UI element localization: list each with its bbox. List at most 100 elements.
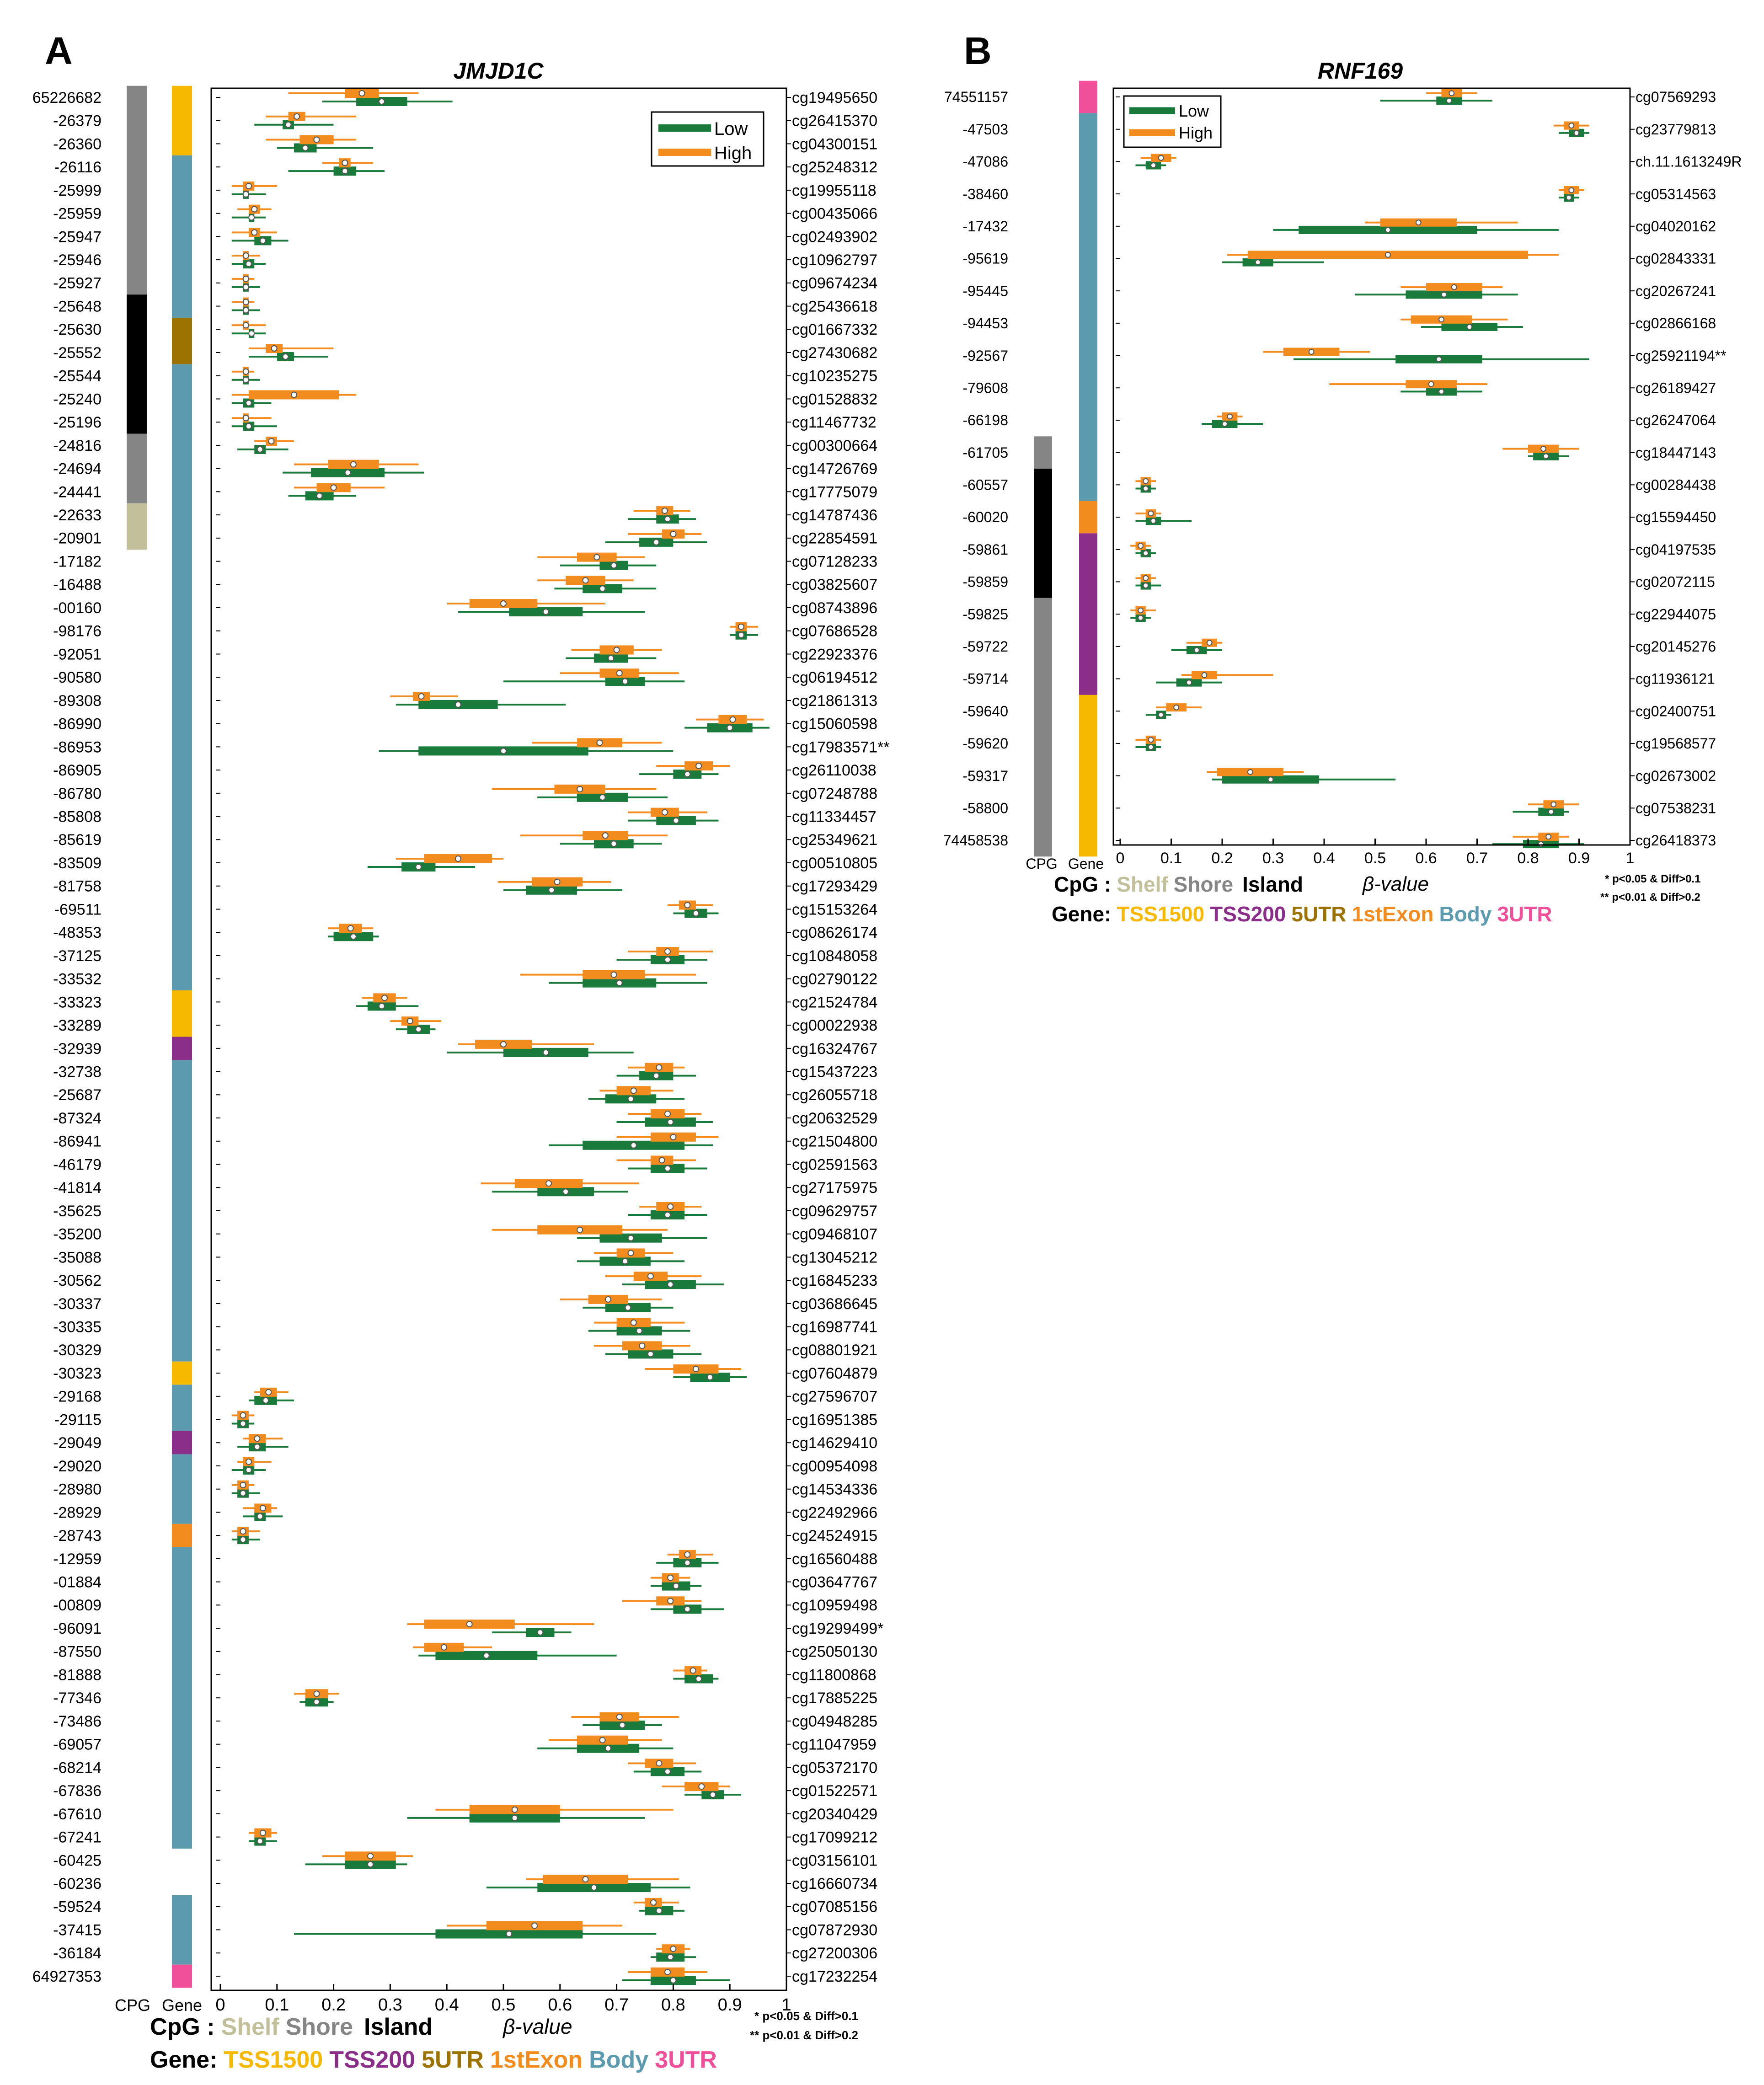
b-probe-row: -59640 cg02400751	[962, 703, 1716, 719]
b-low-median	[1384, 227, 1391, 233]
a-probe-row: -30329 cg08801921	[53, 1341, 877, 1359]
b-high-median	[1138, 607, 1144, 614]
a-x-tick-label: 0.8	[661, 1995, 685, 2015]
a-low-median	[242, 307, 249, 314]
a-probe-row: -36184 cg27200306	[53, 1944, 877, 1962]
a-low-median	[245, 261, 252, 267]
a-low-median	[599, 585, 606, 592]
legend-b-low-label: Low	[1179, 102, 1209, 120]
b-probe-row: -92567 cg25921194**	[962, 348, 1726, 364]
b-high-median	[1148, 737, 1154, 743]
b-probe-position: -59317	[962, 768, 1008, 784]
a-probe-position: -85808	[53, 808, 102, 825]
a-probe-id: cg10848058	[792, 947, 877, 965]
a-x-tick-label: 0.5	[492, 1995, 516, 2015]
b-high-median	[1173, 704, 1180, 711]
a-probe-row: -33289 cg00022938	[53, 1016, 877, 1034]
b-low-median	[1158, 711, 1164, 718]
a-probe-id: cg17099212	[792, 1829, 877, 1846]
a-probe-position: 64927353	[32, 1968, 102, 1985]
a-low-median	[727, 724, 733, 731]
a-low-median	[511, 1814, 518, 1821]
a-probe-position: -25630	[53, 321, 102, 338]
a-probe-position: -37125	[53, 947, 102, 965]
b-probe-id: cg26189427	[1636, 380, 1716, 396]
a-probe-row: -67836 cg01522571	[53, 1782, 877, 1800]
a-probe-id: cg09629757	[792, 1203, 877, 1220]
a-low-median	[302, 144, 309, 151]
a-high-median	[690, 1667, 696, 1674]
b-probe-position: -59825	[962, 606, 1008, 622]
a-low-median	[240, 1536, 246, 1543]
a-probe-id: cg21524784	[792, 994, 877, 1011]
a-probe-id: cg15437223	[792, 1063, 877, 1080]
a-high-median	[240, 1412, 246, 1419]
b-probe-id: ch.11.1613249R	[1636, 154, 1742, 170]
a-probe-row: -69511 cg15153264	[54, 900, 877, 918]
a-probe-row: -81758 cg17293429	[53, 877, 877, 895]
b-cpg-track-island	[1034, 469, 1052, 598]
a-gene-track-utr3	[172, 1964, 192, 1988]
a-high-median	[240, 1528, 246, 1535]
a-low-median	[245, 400, 252, 406]
a-low-median	[653, 1072, 660, 1079]
a-probe-position: -16488	[53, 576, 102, 593]
a-probe-row: -35625 cg09629757	[53, 1202, 877, 1220]
b-low-median	[1138, 615, 1144, 621]
a-high-median	[350, 461, 357, 468]
b-probe-id: cg02400751	[1636, 703, 1716, 719]
a-probe-row: -60236 cg16660734	[53, 1875, 877, 1893]
b-low-median	[1573, 130, 1580, 136]
b-high-median	[1568, 123, 1575, 128]
b-probe-position: -59861	[962, 541, 1008, 558]
a-low-median	[367, 1861, 374, 1868]
a-high-median	[616, 1713, 623, 1720]
a-probe-id: cg25248312	[792, 159, 877, 176]
b-probe-id: cg04197535	[1636, 541, 1716, 558]
a-high-median	[342, 160, 348, 166]
a-probe-position: -30329	[53, 1342, 102, 1359]
a-high-median	[418, 693, 425, 700]
b-probe-id: cg00284438	[1636, 477, 1716, 493]
a-probe-id: cg07686528	[792, 623, 877, 640]
a-low-median	[562, 1188, 569, 1195]
b-probe-id: cg04020162	[1636, 218, 1716, 235]
a-probe-position: -86990	[53, 716, 102, 733]
a-probe-position: -25687	[53, 1086, 102, 1104]
gene-legend-b-tss200: TSS200	[1210, 902, 1286, 926]
a-high-median	[658, 1157, 665, 1164]
a-probe-position: -30323	[53, 1365, 102, 1382]
a-high-median	[684, 1551, 691, 1558]
a-probe-position: -37415	[53, 1921, 102, 1939]
a-low-median	[542, 609, 549, 615]
b-probe-id: cg20267241	[1636, 283, 1716, 299]
a-probe-position: -46179	[53, 1156, 102, 1173]
a-probe-position: -28743	[53, 1527, 102, 1545]
a-probe-id: cg00300664	[792, 437, 877, 454]
a-probe-row: 65226682 cg19495650	[32, 89, 877, 107]
a-gene-track-utr5	[172, 317, 192, 364]
a-probe-id: cg11800868	[792, 1666, 877, 1684]
a-probe-id: cg22854591	[792, 530, 877, 547]
b-high-median	[1428, 381, 1434, 387]
a-probe-row: -00160 cg08743896	[53, 599, 877, 617]
b-probe-position: -59859	[962, 574, 1008, 590]
a-probe-position: -33532	[53, 971, 102, 988]
a-x-tick-label: 0.9	[718, 1995, 742, 2015]
b-x-tick-label: 0.9	[1568, 850, 1590, 867]
a-probe-id: cg27430682	[792, 344, 877, 362]
a-probe-position: -69057	[53, 1736, 102, 1754]
a-low-median	[245, 423, 252, 430]
a-high-median	[259, 1829, 266, 1836]
a-high-median	[667, 1598, 674, 1604]
a-probe-row: -24694 cg14726769	[53, 460, 877, 478]
a-high-median	[406, 1018, 413, 1025]
a-probe-row: -25927 cg09674234	[53, 274, 877, 292]
a-probe-row: -29115 cg16951385	[54, 1411, 877, 1428]
b-probe-row: -59317 cg02673002	[962, 768, 1716, 784]
a-low-median	[610, 840, 617, 847]
gene-legend-b-1stexon: 1stExon	[1352, 902, 1434, 926]
a-x-tick-label: 0.2	[321, 1995, 346, 2015]
a-probe-row: -68214 cg05372170	[53, 1759, 877, 1776]
a-cpg-track-island	[127, 294, 147, 434]
